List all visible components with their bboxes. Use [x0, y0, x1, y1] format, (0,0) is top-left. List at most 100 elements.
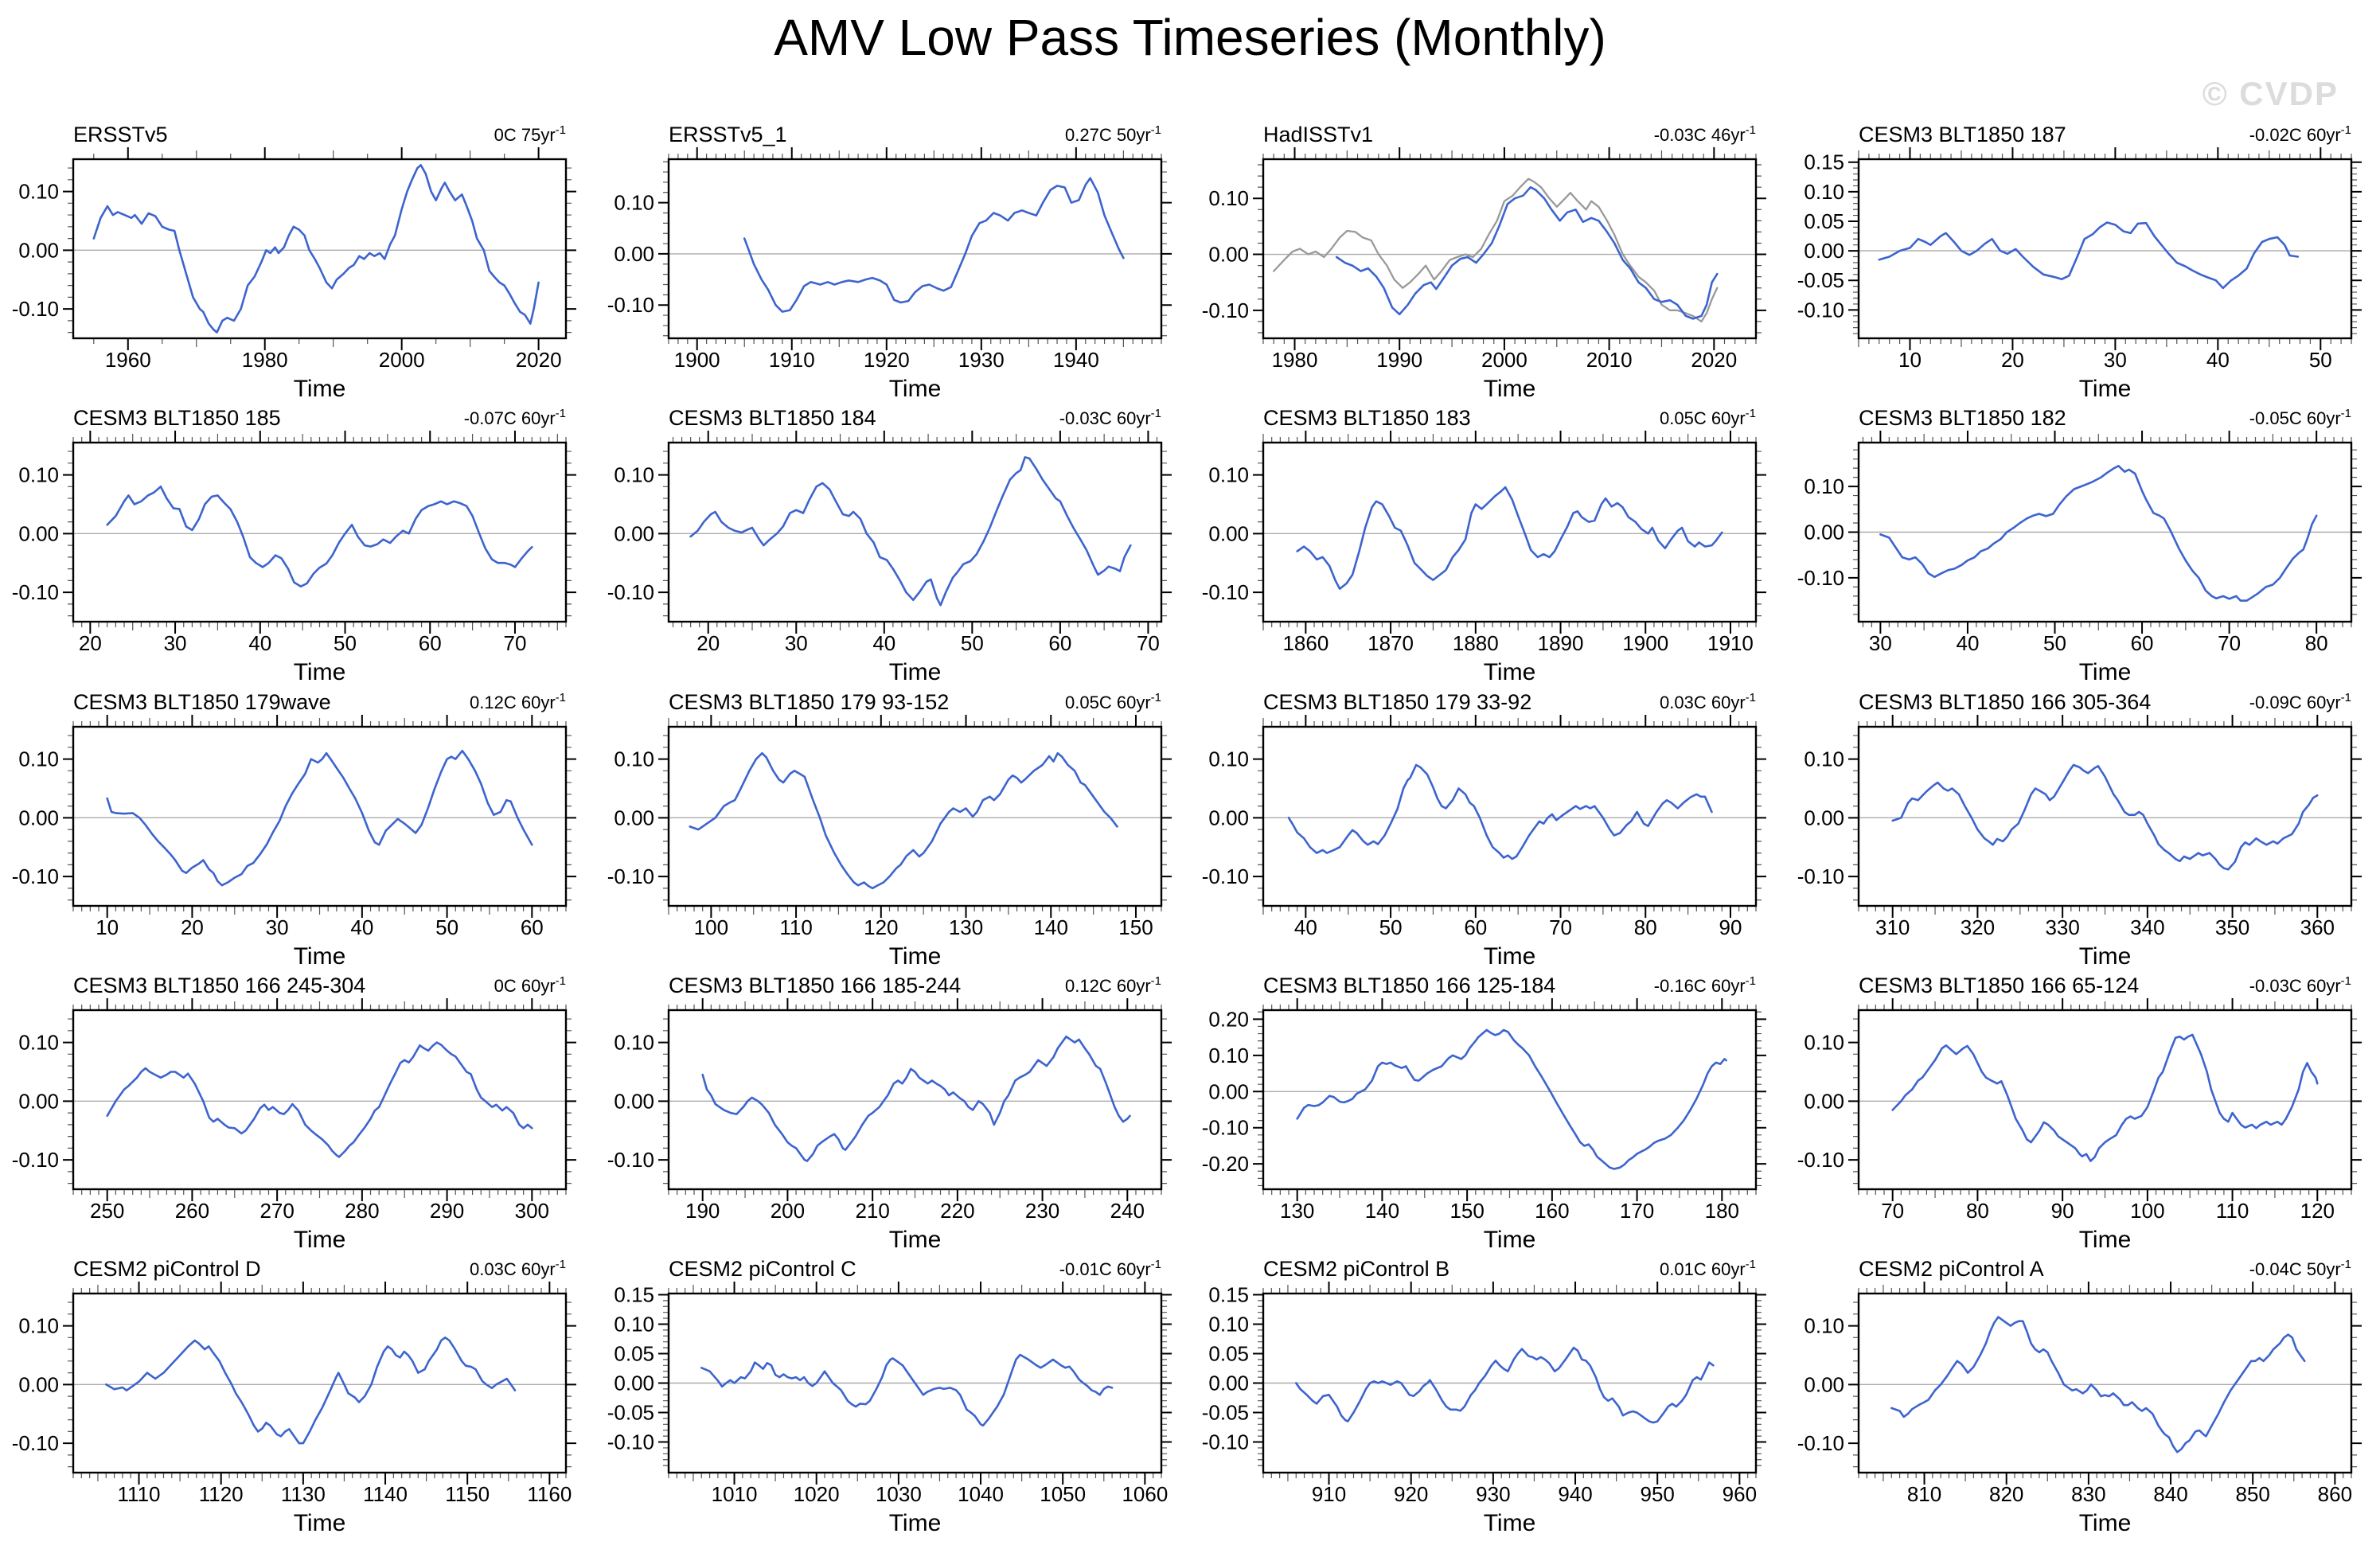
y-tick-label: 0.05 — [614, 1341, 654, 1365]
x-tick-label: 2010 — [1586, 348, 1633, 372]
x-tick-label: 80 — [2304, 631, 2327, 655]
series-amv — [1890, 763, 2319, 871]
x-tick-label: 1860 — [1282, 631, 1329, 655]
x-tick-label: 1900 — [673, 348, 720, 372]
minor-ticks — [1258, 1001, 1762, 1198]
chart-cesm2-picontrol-c: 1010 1020 1030 1040 1050 1060 0.15 0.10 0.05 0.00… — [599, 1252, 1192, 1536]
chart-canvas: 40 50 60 70 80 90 0.10 0.00 -0.10 CESM3 BLT1850 1… — [1202, 690, 1766, 969]
y-tick-label: -0.10 — [607, 293, 654, 317]
page-title: AMV Low Pass Timeseries (Monthly) — [774, 9, 1606, 66]
y-tick-label: 0.10 — [1208, 747, 1249, 771]
y-tick-label: -0.10 — [1202, 299, 1249, 322]
x-tick-label: 280 — [345, 1199, 379, 1223]
x-tick-label: 1040 — [958, 1482, 1004, 1506]
y-tick-label: 0.00 — [18, 238, 59, 262]
y-tick-label: 0.10 — [1804, 1314, 1844, 1338]
series-amv — [700, 1035, 1131, 1162]
x-tick-label: 1870 — [1368, 631, 1414, 655]
chart-canvas: 1980 1990 2000 2010 2020 0.10 0.00 -0.10 HadISST… — [1202, 123, 1766, 401]
x-tick-label: 1130 — [281, 1482, 326, 1506]
x-tick-label: 230 — [1024, 1199, 1059, 1223]
trend-label: 0.03C 60yr-1 — [470, 1258, 566, 1279]
x-tick-label: 1890 — [1538, 631, 1584, 655]
trend-label: -0.04C 50yr-1 — [2249, 1258, 2351, 1279]
major-ticks — [63, 997, 576, 1201]
series-amv — [1287, 763, 1713, 860]
series-amv — [743, 177, 1125, 313]
major-ticks — [1847, 147, 2362, 350]
x-tick-label: 70 — [1549, 915, 1572, 939]
chart-canvas: 810 820 830 840 850 860 0.10 0.00 -0.10 CESM2 piC… — [1797, 1257, 2362, 1536]
x-tick-label: 20 — [79, 631, 102, 655]
chart-cesm3-blt1850-187: 10 20 30 40 50 0.15 0.10 0.05 0.00 -0.05 -0.10 CESM… — [1789, 118, 2380, 401]
x-axis-label: Time — [2078, 943, 2131, 969]
minor-ticks — [68, 1001, 572, 1198]
x-tick-label: 820 — [1989, 1482, 2023, 1506]
y-tick-label: -0.10 — [12, 1148, 59, 1172]
trend-label: -0.01C 60yr-1 — [1059, 1258, 1161, 1279]
chart-cesm3-blt1850-179wave: 10 20 30 40 50 60 0.10 0.00 -0.10 CESM3 BLT1850 1… — [3, 685, 596, 969]
x-tick-label: 40 — [1294, 915, 1317, 939]
x-tick-label: 60 — [1048, 631, 1071, 655]
x-tick-label: 200 — [770, 1199, 804, 1223]
x-tick-label: 10 — [1898, 348, 1922, 372]
x-tick-label: 40 — [1956, 631, 1979, 655]
y-tick-label: 0.10 — [1804, 474, 1844, 498]
y-tick-label: -0.10 — [607, 864, 654, 888]
chart-cesm3-blt1850-166-245-304: 250 260 270 280 290 300 0.10 0.00 -0.10 CESM3 BLT… — [3, 969, 596, 1252]
chart-title: ERSSTv5_1 — [669, 123, 787, 146]
trend-label: 0.05C 60yr-1 — [1065, 691, 1161, 712]
y-tick-label: 0.05 — [1208, 1341, 1249, 1365]
chart-title: CESM2 piControl B — [1263, 1257, 1449, 1281]
x-axis-label: Time — [888, 659, 941, 685]
plot-frame — [1857, 1292, 2352, 1474]
x-tick-label: 40 — [248, 631, 271, 655]
y-tick-label: 0.00 — [1804, 521, 1844, 544]
x-tick-label: 1010 — [711, 1482, 757, 1506]
chart-cesm3-blt1850-166-305-364: 310 320 330 340 350 360 0.10 0.00 -0.10 CESM3 BLT… — [1789, 685, 2380, 969]
minor-ticks — [68, 150, 572, 347]
series-amv — [92, 164, 540, 334]
chart-cesm3-blt1850-166-65-124: 70 80 90 100 110 120 0.10 0.00 -0.10 CESM3 BLT185… — [1789, 969, 2380, 1252]
trend-label: -0.03C 46yr-1 — [1654, 123, 1756, 145]
chart-cesm3-blt1850-166-125-184: 130 140 150 160 170 180 0.20 0.10 0.00 -0.10 -0.20… — [1193, 969, 1786, 1252]
chart-canvas: 70 80 90 100 110 120 0.10 0.00 -0.10 CESM3 BLT185… — [1797, 974, 2362, 1252]
y-tick-label: 0.10 — [1804, 747, 1844, 771]
minor-ticks — [1258, 717, 1762, 915]
major-ticks — [657, 997, 1172, 1201]
y-tick-label: 0.00 — [18, 1089, 59, 1113]
x-tick-label: 10 — [96, 915, 119, 939]
plot-frame — [667, 725, 1162, 907]
trend-label: 0C 75yr-1 — [494, 123, 566, 145]
x-tick-label: 30 — [266, 915, 289, 939]
y-tick-label: -0.05 — [1202, 1401, 1249, 1425]
x-axis-label: Time — [888, 943, 941, 969]
x-tick-label: 1910 — [1707, 631, 1754, 655]
y-tick-label: 0.00 — [1208, 522, 1249, 546]
y-tick-label: -0.05 — [1797, 268, 1844, 292]
y-tick-label: 0.10 — [614, 1030, 654, 1054]
trend-label: 0.01C 60yr-1 — [1660, 1258, 1756, 1279]
plot-frame — [72, 1292, 568, 1474]
plot-frame — [1262, 1292, 1758, 1474]
chart-title: CESM3 BLT1850 166 245-304 — [73, 974, 365, 997]
plot-frame — [667, 1009, 1162, 1190]
minor-ticks — [1852, 1001, 2357, 1198]
x-axis-label: Time — [1484, 1510, 1536, 1536]
x-tick-label: 1060 — [1122, 1482, 1168, 1506]
x-tick-label: 1030 — [875, 1482, 921, 1506]
y-tick-label: 0.00 — [1804, 1089, 1844, 1113]
plot-frame — [1857, 158, 2352, 340]
x-tick-label: 50 — [435, 915, 458, 939]
x-tick-label: 290 — [430, 1199, 464, 1223]
chart-cesm2-picontrol-d: 1110 1120 1130 1140 1150 1160 0.10 0.00 -0.10 CES… — [3, 1252, 596, 1536]
trend-label: 0.03C 60yr-1 — [1660, 691, 1756, 712]
series-amv — [1879, 465, 2318, 603]
chart-canvas: 1960 1980 2000 2020 0.10 0.00 -0.10 ERSSTv5 0C 7… — [12, 123, 576, 401]
y-tick-label: -0.10 — [1202, 1430, 1249, 1454]
chart-hadisstv1: 1980 1990 2000 2010 2020 0.10 0.00 -0.10 HadISST… — [1193, 118, 1786, 401]
chart-canvas: 20 30 40 50 60 70 0.10 0.00 -0.10 CESM3 BLT1850 1… — [607, 406, 1172, 685]
y-tick-label: 0.10 — [614, 463, 654, 487]
x-axis-label: Time — [1484, 1227, 1536, 1252]
chart-title: CESM3 BLT1850 179 93-152 — [669, 690, 949, 714]
